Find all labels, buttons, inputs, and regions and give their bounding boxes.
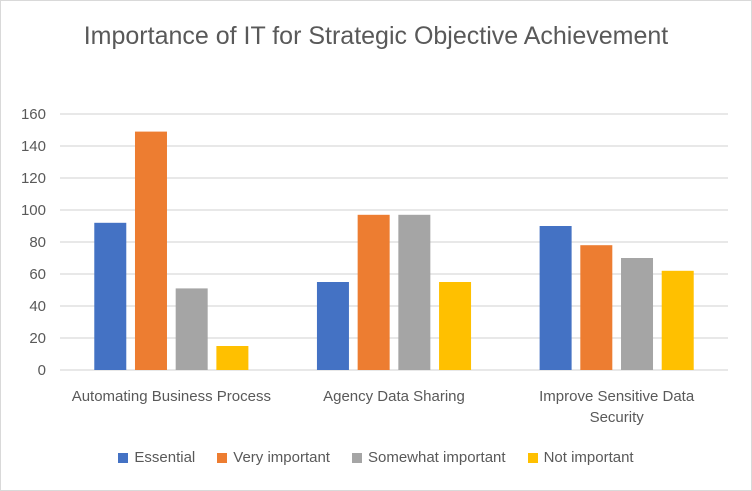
bar-not-important [216, 346, 249, 370]
legend-swatch [527, 452, 538, 463]
legend-item: Somewhat important [351, 449, 506, 466]
y-tick-label: 140 [21, 138, 46, 155]
y-tick-label: 20 [29, 330, 46, 347]
bar-essential [539, 226, 572, 370]
legend-swatch [217, 452, 228, 463]
bar-not-important [439, 282, 472, 370]
y-tick-label: 100 [21, 202, 46, 219]
legend-label: Somewhat important [367, 449, 506, 466]
bar-very-important [580, 245, 613, 370]
legend-item: Not important [527, 449, 634, 466]
y-tick-label: 80 [29, 234, 46, 251]
legend-label: Not important [543, 449, 634, 466]
bar-essential [94, 222, 127, 370]
y-tick-label: 60 [29, 266, 46, 283]
chart-title: Importance of IT for Strategic Objective… [83, 22, 669, 50]
bar-essential [316, 282, 349, 370]
legend-item: Essential [118, 449, 195, 466]
bar-very-important [357, 214, 390, 370]
x-category-label: Automating Business Process [72, 388, 271, 405]
y-tick-label: 160 [21, 106, 46, 123]
bar-somewhat-important [175, 288, 208, 370]
bar-somewhat-important [621, 258, 654, 370]
legend-swatch [351, 452, 362, 463]
legend-swatch [118, 452, 129, 463]
chart-legend: Essential Very important Somewhat importan… [0, 449, 752, 466]
legend-label: Essential [134, 449, 196, 466]
legend-label: Very important [233, 449, 330, 466]
bar-very-important [134, 131, 167, 370]
y-tick-label: 40 [29, 298, 46, 315]
x-category-label: Improve Sensitive Data Security [539, 388, 695, 426]
legend-item: Very important [217, 449, 330, 466]
bar-not-important [661, 270, 694, 370]
y-tick-label: 120 [21, 170, 46, 187]
x-category-label: Agency Data Sharing [323, 388, 465, 405]
y-tick-label: 0 [38, 362, 46, 379]
bar-somewhat-important [398, 214, 431, 370]
